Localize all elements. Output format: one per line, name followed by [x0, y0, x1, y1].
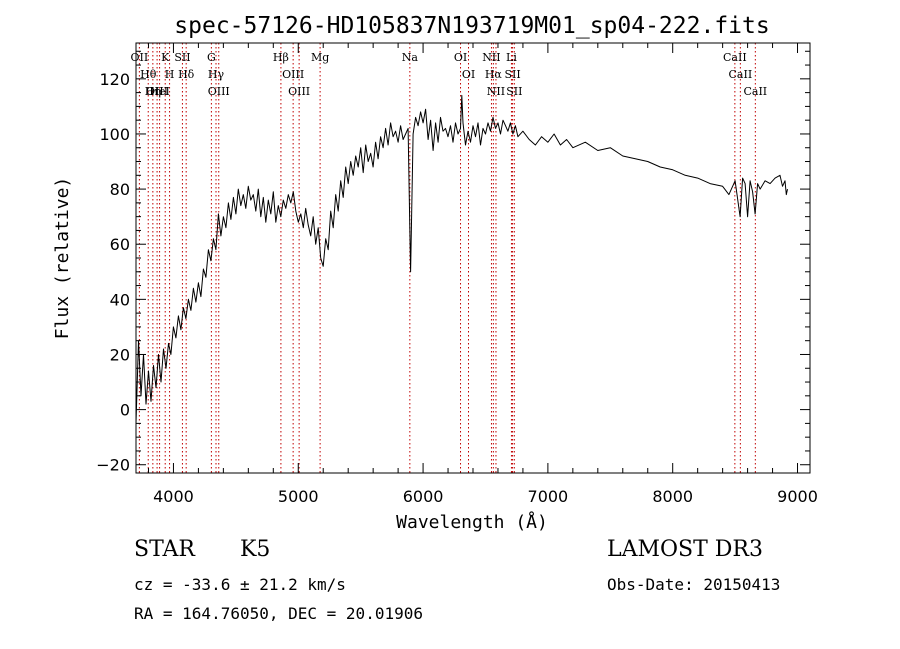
y-axis-ticks: −20 0 20 40 60 80 100 120	[96, 50, 810, 475]
line-marker-label: NII	[487, 85, 505, 98]
y-tick-label: 120	[99, 70, 130, 89]
line-marker-label: G	[207, 51, 216, 64]
x-tick-label: 8000	[652, 487, 693, 506]
line-marker-label: Hα	[485, 68, 503, 81]
survey-name: LAMOST DR3	[607, 537, 763, 562]
y-tick-label: 20	[110, 345, 130, 364]
line-marker-label: HeI	[149, 85, 169, 98]
chart-title: spec-57126-HD105837N193719M01_sp04-222.f…	[174, 13, 769, 39]
line-marker-label: Hδ	[178, 68, 195, 81]
line-marker-label: OIII	[146, 85, 168, 98]
line-marker-label: Hθ	[140, 68, 157, 81]
y-tick-label: 60	[110, 235, 130, 254]
line-marker-label: OIII	[282, 68, 304, 81]
line-marker-label: SII	[506, 85, 522, 98]
x-tick-label: 9000	[777, 487, 818, 506]
line-marker-label: K	[161, 51, 170, 64]
y-tick-label: 100	[99, 125, 130, 144]
plot-frame	[135, 42, 811, 474]
redshift-velocity: cz = -33.6 ± 21.2 km/s	[134, 575, 346, 594]
line-marker-labels: OIIHθHηOIIIHeIKHSIIHδGHγOIIIHβOIIIOIIIMg…	[131, 51, 768, 98]
object-subclass: K5	[240, 537, 271, 562]
line-marker-label: Hγ	[208, 68, 225, 81]
y-tick-label: 40	[110, 290, 130, 309]
line-marker-label: Li	[506, 51, 517, 64]
line-marker-label: Hβ	[273, 51, 289, 64]
x-tick-label: 7000	[528, 487, 569, 506]
line-marker-label: OII	[131, 51, 149, 64]
line-markers	[138, 43, 756, 473]
line-marker-label: H	[165, 68, 175, 81]
line-marker-label: Hη	[145, 85, 161, 98]
line-marker-label: OI	[454, 51, 467, 64]
line-marker-label: OIII	[288, 85, 310, 98]
line-marker-label: Na	[402, 51, 419, 64]
y-tick-label: 0	[120, 401, 130, 420]
line-marker-label: OI	[462, 68, 475, 81]
line-marker-label: CaII	[729, 68, 753, 81]
y-axis-label: Flux (relative)	[52, 177, 73, 340]
line-marker-label: CaII	[743, 85, 767, 98]
x-tick-label: 6000	[403, 487, 444, 506]
y-tick-label: −20	[96, 456, 130, 475]
x-axis-ticks: 4000 5000 6000 7000 8000 9000	[147, 43, 818, 506]
line-marker-label: OIII	[208, 85, 230, 98]
x-tick-label: 4000	[153, 487, 194, 506]
coordinates: RA = 164.76050, DEC = 20.01906	[134, 604, 423, 623]
object-class: STAR	[134, 537, 195, 562]
spectrum-line	[135, 94, 788, 424]
line-marker-label: Mg	[311, 51, 329, 64]
line-marker-label: CaII	[723, 51, 747, 64]
y-tick-label: 80	[110, 180, 130, 199]
observation-date: Obs-Date: 20150413	[607, 575, 781, 594]
line-marker-label: NII	[482, 51, 500, 64]
line-marker-label: SII	[504, 68, 520, 81]
spectrum-series	[135, 94, 788, 424]
x-tick-label: 5000	[278, 487, 319, 506]
line-marker-label: SII	[174, 51, 190, 64]
x-axis-label: Wavelength (Å)	[396, 511, 548, 533]
